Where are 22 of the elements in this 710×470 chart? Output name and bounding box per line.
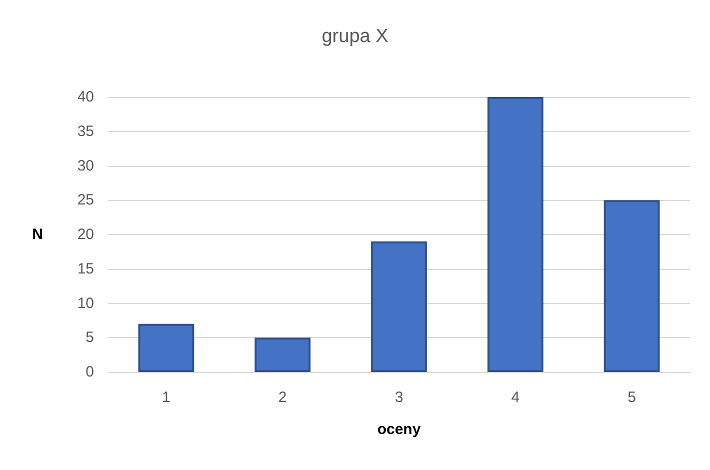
- bar: [604, 200, 660, 372]
- chart-title: grupa X: [322, 26, 389, 47]
- x-tick-label: 1: [162, 389, 170, 406]
- y-tick-label: 30: [77, 157, 94, 174]
- x-tick-label: 2: [278, 389, 287, 406]
- y-tick-label: 20: [77, 226, 94, 243]
- bar: [371, 241, 427, 372]
- y-tick-label: 10: [77, 294, 94, 312]
- y-tick-label: 15: [77, 260, 94, 278]
- x-tick-label: 3: [394, 389, 404, 406]
- bar: [254, 338, 311, 372]
- y-tick-label: 35: [77, 122, 94, 140]
- x-tick-label: 4: [511, 389, 520, 406]
- y-axis-title: N: [32, 226, 43, 243]
- bar: [138, 324, 194, 372]
- y-tick-label: 40: [77, 88, 94, 106]
- x-tick-label: 5: [628, 389, 636, 406]
- y-tick-label: 5: [86, 329, 94, 346]
- y-tick-label: 25: [77, 192, 94, 209]
- bar: [487, 97, 544, 372]
- x-axis-title: oceny: [377, 421, 422, 438]
- y-tick-label: 0: [86, 364, 94, 380]
